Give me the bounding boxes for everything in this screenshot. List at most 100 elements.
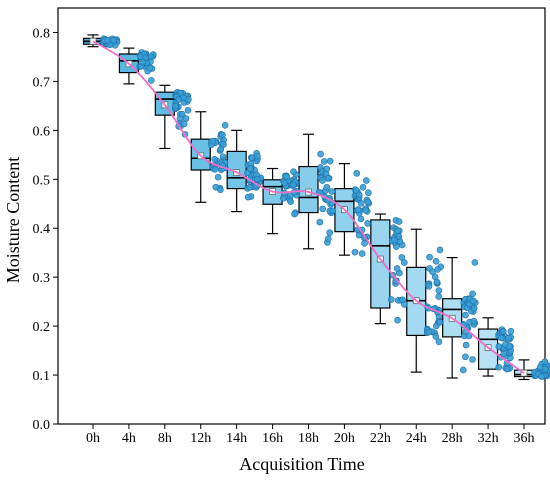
data-point bbox=[469, 290, 476, 298]
x-tick-label: 0h bbox=[86, 431, 100, 446]
x-axis-label: Acquisition Time bbox=[239, 454, 365, 474]
data-point bbox=[398, 254, 406, 261]
data-point bbox=[148, 77, 155, 84]
data-point bbox=[471, 259, 479, 266]
data-point bbox=[469, 356, 476, 363]
data-point bbox=[357, 200, 365, 207]
data-point bbox=[352, 187, 360, 194]
data-point bbox=[355, 191, 363, 199]
data-point bbox=[507, 327, 515, 335]
data-point bbox=[495, 343, 503, 350]
data-point bbox=[365, 189, 372, 197]
data-point bbox=[541, 358, 549, 366]
y-tick-label: 0.1 bbox=[33, 369, 51, 384]
data-point bbox=[505, 334, 512, 342]
plot-frame bbox=[57, 7, 546, 425]
data-point bbox=[290, 168, 297, 176]
data-point bbox=[358, 250, 366, 257]
data-point bbox=[470, 297, 477, 305]
data-point bbox=[362, 207, 370, 214]
y-tick-label: 0.6 bbox=[33, 124, 51, 139]
data-point bbox=[319, 177, 326, 184]
x-tick-label: 14h bbox=[226, 431, 247, 446]
data-point bbox=[394, 316, 401, 324]
data-point bbox=[219, 131, 226, 139]
data-point bbox=[364, 198, 372, 206]
data-point bbox=[217, 186, 224, 194]
data-point bbox=[244, 193, 252, 201]
data-point bbox=[211, 156, 219, 163]
y-tick-label: 0.0 bbox=[33, 418, 51, 433]
y-tick-label: 0.5 bbox=[33, 173, 51, 188]
data-point bbox=[104, 37, 112, 44]
data-point bbox=[400, 259, 408, 266]
data-point bbox=[359, 183, 367, 191]
data-point bbox=[209, 137, 217, 145]
data-point bbox=[395, 233, 403, 240]
x-tick-label: 18h bbox=[298, 431, 319, 446]
data-point bbox=[110, 36, 117, 44]
box-22h bbox=[370, 213, 391, 325]
data-point bbox=[462, 311, 469, 319]
data-point bbox=[211, 166, 219, 173]
data-point bbox=[319, 205, 326, 213]
data-point bbox=[320, 158, 328, 165]
data-point bbox=[217, 145, 225, 153]
data-point bbox=[246, 165, 254, 172]
x-tick-label: 28h bbox=[442, 431, 463, 446]
mean-trend-line bbox=[92, 40, 525, 374]
box-4h bbox=[118, 47, 140, 85]
y-axis-label: Moisture Content bbox=[3, 157, 23, 284]
data-point bbox=[353, 170, 361, 177]
data-point bbox=[470, 317, 478, 325]
data-point bbox=[323, 183, 331, 191]
data-point bbox=[214, 173, 222, 181]
data-point bbox=[326, 157, 334, 165]
data-point bbox=[357, 215, 365, 223]
y-tick-label: 0.4 bbox=[33, 222, 51, 237]
data-point bbox=[503, 365, 511, 373]
data-point bbox=[506, 343, 513, 350]
data-point bbox=[432, 333, 440, 340]
data-point bbox=[281, 179, 288, 187]
data-point bbox=[328, 188, 336, 195]
x-tick-label: 8h bbox=[158, 431, 172, 446]
data-point bbox=[431, 273, 439, 281]
x-tick-label: 16h bbox=[262, 431, 283, 446]
data-point bbox=[354, 206, 362, 213]
data-point bbox=[425, 282, 433, 290]
data-point bbox=[146, 64, 154, 72]
data-point bbox=[395, 218, 403, 225]
box-36h bbox=[513, 359, 535, 381]
data-point bbox=[436, 319, 444, 326]
data-point bbox=[425, 328, 433, 336]
data-point bbox=[172, 102, 179, 110]
data-point bbox=[462, 353, 469, 361]
box-body bbox=[370, 219, 391, 309]
box-8h bbox=[154, 84, 175, 150]
y-tick-label: 0.7 bbox=[33, 75, 51, 90]
data-point bbox=[387, 296, 395, 303]
data-point bbox=[324, 175, 332, 182]
data-point bbox=[254, 152, 261, 160]
data-point bbox=[393, 265, 401, 272]
data-point bbox=[435, 293, 443, 300]
data-point bbox=[324, 235, 332, 243]
data-point bbox=[287, 198, 294, 205]
x-tick-label: 12h bbox=[190, 431, 211, 446]
data-point bbox=[435, 338, 443, 346]
x-tick-label: 20h bbox=[334, 431, 355, 446]
data-point bbox=[364, 220, 371, 227]
x-tick-label: 4h bbox=[122, 431, 136, 446]
data-point bbox=[283, 173, 290, 180]
data-point bbox=[462, 341, 470, 349]
y-tick-label: 0.2 bbox=[33, 320, 51, 335]
data-point bbox=[290, 181, 297, 189]
data-point bbox=[538, 373, 545, 380]
box-16h bbox=[262, 167, 283, 235]
x-tick-label: 36h bbox=[514, 431, 535, 446]
data-point bbox=[495, 363, 503, 371]
x-tick-label: 24h bbox=[406, 431, 427, 446]
data-point bbox=[175, 96, 183, 103]
data-point bbox=[253, 175, 261, 183]
